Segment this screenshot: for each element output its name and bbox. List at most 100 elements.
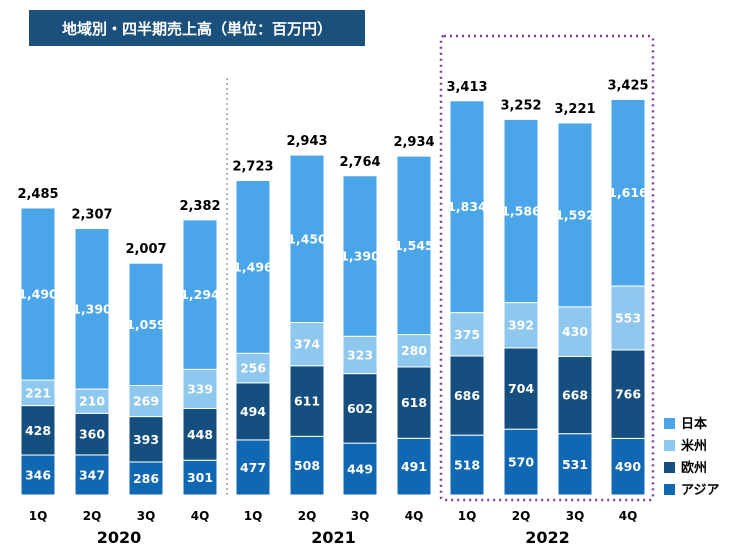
data-label: 570 [508,455,534,470]
bar-segment [396,155,432,336]
bar-segment [557,306,593,358]
data-label: 269 [133,394,159,409]
data-label: 1,545 [394,238,434,253]
total-label: 2,485 [17,187,58,202]
x-tick-label: 2Q [512,509,531,523]
legend-swatch [664,418,675,429]
data-label: 392 [508,318,534,333]
data-label: 323 [347,347,373,362]
bar-segment [449,312,485,357]
x-tick-label: 2Q [83,509,102,523]
x-tick-label: 3Q [351,509,370,523]
data-label: 1,490 [18,287,58,302]
data-label: 280 [401,343,427,358]
bar-segment [182,459,218,496]
total-label: 2,934 [393,135,434,150]
bar-segment [396,366,432,439]
data-label: 1,390 [340,249,380,264]
x-tick-label: 2Q [298,509,317,523]
bar-segment [610,437,646,496]
total-label: 2,764 [339,155,380,170]
data-label: 1,450 [287,231,327,246]
legend-label: アジア [681,483,719,498]
bar-segment [74,454,110,496]
data-label: 611 [294,394,320,409]
bar-segment [289,365,325,437]
data-label: 490 [615,459,641,474]
total-label: 3,221 [554,102,595,117]
data-label: 374 [294,337,320,352]
bar-segment [128,416,164,463]
data-label: 430 [562,324,588,339]
bar-segment [396,437,432,496]
year-label: 2021 [311,528,356,547]
data-label: 339 [187,381,213,396]
bar-segment [289,154,325,324]
total-label: 3,413 [446,80,487,95]
data-label: 1,059 [126,317,166,332]
x-tick-label: 1Q [29,509,48,523]
data-label: 491 [401,459,427,474]
x-tick-label: 4Q [619,509,638,523]
data-label: 1,834 [447,199,487,214]
bar-segment [289,322,325,367]
data-label: 393 [133,432,159,447]
bar-segment [20,379,56,407]
data-label: 301 [187,470,213,485]
data-label: 347 [79,467,105,482]
bar-segment [557,122,593,308]
bar-segment [610,285,646,351]
bar-segment [503,347,539,430]
data-label: 477 [240,460,266,475]
data-label: 704 [508,381,534,396]
total-label: 2,723 [232,159,273,174]
data-label: 449 [347,462,373,477]
chart-title: 地域別・四半期売上高（単位：百万円） [29,10,365,46]
x-tick-label: 3Q [137,509,156,523]
data-label: 1,592 [555,207,595,222]
bar-segment [128,461,164,496]
bar-segment [503,302,539,349]
bar-segment [342,175,378,337]
data-label: 1,586 [501,203,541,218]
bar-segment [235,179,271,354]
bar-segment [449,355,485,436]
bar-segment [449,100,485,314]
legend-swatch [664,484,675,495]
x-tick-label: 4Q [405,509,424,523]
data-label: 618 [401,395,427,410]
bar-segment [235,382,271,441]
bar-segment [182,368,218,409]
bar-segment [128,262,164,387]
data-label: 1,390 [72,301,112,316]
bar-segment [128,385,164,418]
total-label: 2,007 [125,242,166,257]
total-label: 2,382 [179,199,220,214]
bar-segment [610,98,646,287]
year-label: 2020 [97,528,142,547]
highlight-box [439,34,655,502]
legend-swatch [664,462,675,473]
bar-segment [235,439,271,496]
bar-segment [557,356,593,435]
data-label: 346 [25,468,51,483]
data-label: 766 [615,387,641,402]
data-label: 1,616 [608,185,648,200]
total-label: 3,425 [607,78,648,93]
bar-segment [289,435,325,496]
data-label: 448 [187,427,213,442]
x-tick-label: 1Q [458,509,477,523]
bar-segment [74,228,110,390]
total-label: 2,307 [71,208,112,223]
bar-segment [610,349,646,439]
total-label: 3,252 [500,98,541,113]
x-tick-label: 1Q [244,509,263,523]
legend-swatch [664,440,675,451]
bar-segment [74,388,110,414]
data-label: 1,496 [233,259,273,274]
data-label: 531 [562,457,588,472]
x-tick-label: 3Q [566,509,585,523]
data-label: 602 [347,401,373,416]
data-label: 221 [25,385,51,400]
legend-label: 米州 [681,438,707,454]
